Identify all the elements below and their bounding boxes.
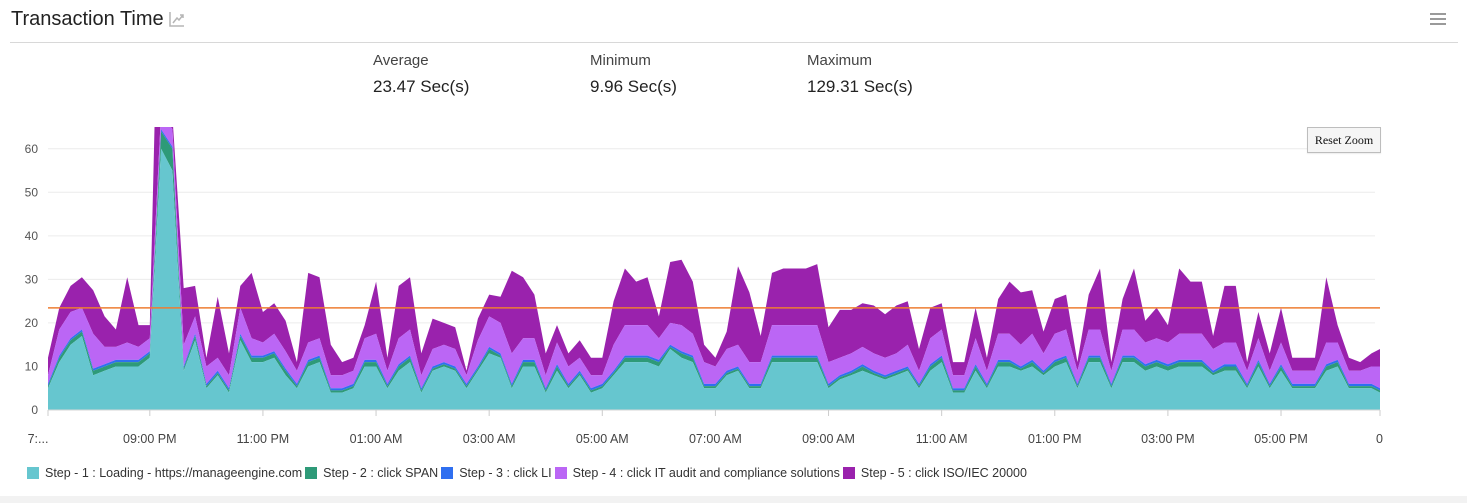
legend-label: Step - 4 : click IT audit and compliance… <box>572 466 840 480</box>
y-tick-label: 40 <box>25 229 39 243</box>
x-tick-label: 7:... <box>28 432 49 446</box>
legend-label: Step - 3 : click LI <box>459 466 552 480</box>
y-tick-label: 20 <box>25 316 39 330</box>
y-tick-label: 10 <box>25 359 39 373</box>
legend-swatch <box>842 467 855 479</box>
y-tick-label: 60 <box>25 142 39 156</box>
x-tick-label: 05:00 AM <box>576 432 629 446</box>
x-tick-label: 09:00 PM <box>123 432 177 446</box>
stat-minimum-label: Minimum <box>590 52 651 69</box>
legend-label: Step - 5 : click ISO/IEC 20000 <box>860 466 1027 480</box>
legend-swatch <box>27 467 39 479</box>
x-tick-label: 11:00 AM <box>916 432 968 446</box>
x-tick-label: 0 <box>1376 432 1383 446</box>
y-tick-label: 0 <box>31 403 38 417</box>
x-tick-label: 11:00 PM <box>237 432 290 446</box>
stat-minimum: Minimum 9.96 Sec(s) <box>590 52 677 97</box>
stat-maximum-label: Maximum <box>807 52 873 69</box>
legend-item-step-5[interactable]: Step - 5 : click ISO/IEC 20000 <box>842 466 1027 480</box>
legend-item-step-4[interactable]: Step - 4 : click IT audit and compliance… <box>554 466 840 480</box>
x-tick-label: 07:00 AM <box>689 432 742 446</box>
header-divider <box>10 42 1458 43</box>
legend-item-step-2[interactable]: Step - 2 : click SPAN <box>305 466 438 480</box>
legend-swatch <box>441 467 454 479</box>
stat-minimum-value: 9.96 Sec(s) <box>590 77 677 96</box>
series-area-step-5 <box>48 127 1380 376</box>
legend-swatch <box>305 467 318 479</box>
transaction-time-chart[interactable]: 0 10 20 30 40 50 60 7:... 09:00 PM 11:00 PM 01:00 … <box>0 0 1467 460</box>
trend-chart-icon[interactable] <box>168 10 186 28</box>
legend-label: Step - 1 : Loading - https://manageengin… <box>45 466 303 480</box>
stat-maximum-value: 129.31 Sec(s) <box>807 77 913 96</box>
legend-item-step-1[interactable]: Step - 1 : Loading - https://manageengin… <box>27 466 302 480</box>
x-tick-label: 05:00 PM <box>1254 432 1308 446</box>
y-tick-label: 50 <box>25 185 39 199</box>
stat-average-value: 23.47 Sec(s) <box>373 77 470 96</box>
legend-swatch <box>554 467 567 479</box>
stat-average-label: Average <box>373 52 429 69</box>
legend-label: Step - 2 : click SPAN <box>323 466 439 480</box>
y-tick-label: 30 <box>25 272 39 286</box>
legend-item-step-3[interactable]: Step - 3 : click LI <box>441 466 552 480</box>
panel-title: Transaction Time <box>11 8 164 30</box>
series-area-step-1 <box>48 148 1380 411</box>
chart-legend: Step - 1 : Loading - https://manageengin… <box>27 466 1030 480</box>
stat-average: Average 23.47 Sec(s) <box>373 52 469 97</box>
x-tick-label: 09:00 AM <box>802 432 855 446</box>
reset-zoom-button[interactable]: Reset Zoom <box>1307 127 1381 153</box>
hamburger-menu-icon[interactable] <box>1430 13 1446 27</box>
x-tick-label: 01:00 PM <box>1028 432 1082 446</box>
stat-maximum: Maximum 129.31 Sec(s) <box>807 52 913 97</box>
series-area-step-4 <box>48 127 1380 389</box>
x-tick-label: 03:00 AM <box>463 432 516 446</box>
x-tick-label: 03:00 PM <box>1141 432 1195 446</box>
x-tick-label: 01:00 AM <box>350 432 403 446</box>
